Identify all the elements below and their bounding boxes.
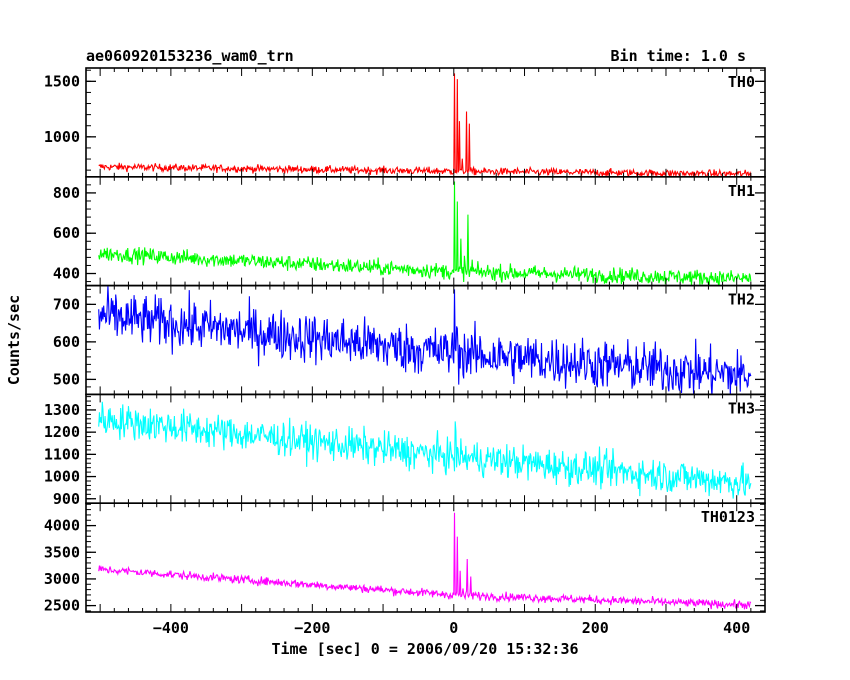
x-axis-title: Time [sec] 0 = 2006/09/20 15:32:36: [271, 640, 578, 658]
panel-th1: 400 600 800 TH1: [53, 176, 766, 287]
panel-th0: 1000 1500 TH0: [44, 67, 766, 178]
panel-th3: 900 1000 1100 1200 1300 TH3: [44, 393, 766, 508]
y-tick-label: 1000: [44, 468, 80, 486]
y-tick-label: 1100: [44, 445, 80, 463]
y-tick-label: 500: [53, 370, 80, 388]
y-tick-label: 2500: [44, 597, 80, 615]
chart-title: ae060920153236_wam0_trn: [86, 47, 294, 65]
y-tick-label: 1200: [44, 423, 80, 441]
x-axis: −400 −200 0 200 400: [153, 619, 750, 637]
panel-frame: [85, 67, 766, 178]
panel-th0123: 2500 3000 3500 4000 TH0123: [44, 502, 766, 615]
panel-frame: [85, 502, 766, 613]
panel-th2: 500 600 700 TH2: [53, 284, 766, 396]
x-tick-label: −400: [153, 619, 189, 637]
y-tick-label: 3000: [44, 570, 80, 588]
series-th3: [98, 401, 752, 499]
y-tick-label: 700: [53, 295, 80, 313]
y-tick-label: 4000: [44, 517, 80, 535]
x-tick-label: 400: [723, 619, 750, 637]
y-tick-label: 3500: [44, 543, 80, 561]
x-tick-label: 0: [449, 619, 458, 637]
y-axis-title: Counts/sec: [5, 295, 23, 385]
panel-label-th3: TH3: [728, 399, 755, 417]
panel-frame: [85, 176, 766, 287]
y-tick-label: 1300: [44, 401, 80, 419]
x-tick-label: −200: [294, 619, 330, 637]
y-tick-label: 1500: [44, 72, 80, 90]
panel-label-th0123: TH0123: [701, 508, 755, 526]
series-th0123: [98, 512, 752, 610]
x-tick-label: 200: [582, 619, 609, 637]
y-tick-label: 600: [53, 224, 80, 242]
bin-time-label: Bin time: 1.0 s: [611, 47, 746, 65]
series-th0: [98, 73, 752, 177]
y-tick-label: 900: [53, 490, 80, 508]
panel-label-th2: TH2: [728, 291, 755, 309]
y-tick-label: 1000: [44, 128, 80, 146]
series-th1: [98, 181, 752, 286]
panel-label-th1: TH1: [728, 182, 755, 200]
y-tick-label: 800: [53, 184, 80, 202]
y-tick-label: 600: [53, 333, 80, 351]
panel-label-th0: TH0: [728, 73, 755, 91]
series-th2: [98, 285, 752, 395]
y-tick-label: 400: [53, 265, 80, 283]
panels-group: 1000 1500 TH0 400 600 800 TH1 500 600 700 TH2 900 10…: [44, 67, 766, 615]
